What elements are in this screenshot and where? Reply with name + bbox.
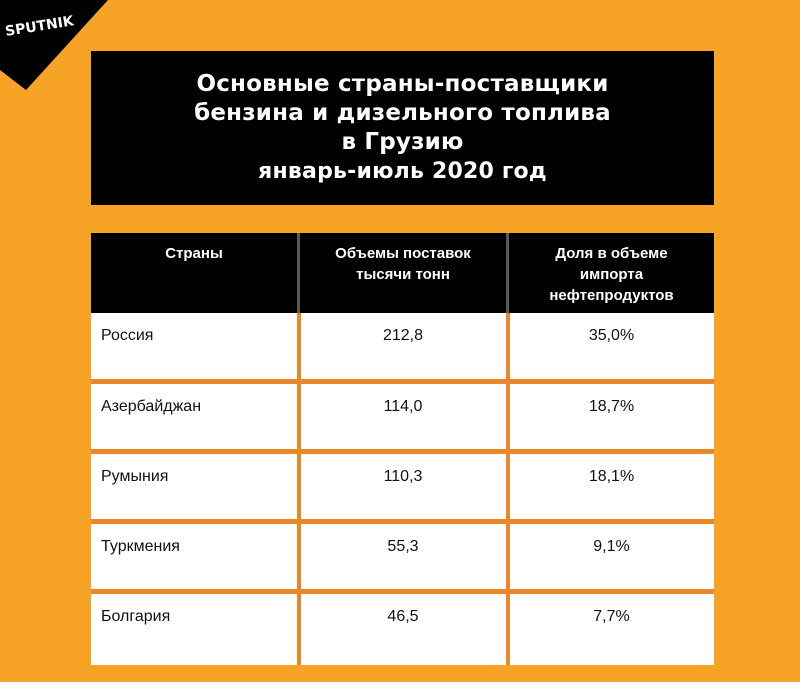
column-separator: [297, 313, 301, 665]
table-row: Россия 212,8 35,0%: [91, 313, 714, 381]
volume-cell: 212,8: [382, 327, 424, 344]
header-separator: [297, 233, 300, 313]
column-separator: [506, 313, 510, 665]
table-row: Туркмения 55,3 9,1%: [91, 524, 714, 592]
title-line-1: Основные страны-поставщики: [196, 71, 609, 97]
suppliers-table: Страны Объемы поставок тысячи тонн Доля …: [91, 233, 714, 665]
country-cell: Туркмения: [101, 538, 180, 555]
share-cell: 18,7%: [588, 398, 635, 415]
share-cell: 18,1%: [588, 468, 635, 485]
sputnik-logo-icon: SPUTNIK: [0, 0, 108, 90]
title-line-4: январь-июль 2020 год: [258, 159, 547, 184]
header-share-line-1: Доля в объеме: [555, 245, 668, 262]
header-share-line-2: импорта: [579, 266, 644, 283]
row-separator: [91, 589, 714, 594]
volume-cell: 114,0: [383, 398, 423, 415]
volume-cell: 110,3: [383, 468, 423, 485]
header-volume-line-1: Объемы поставок: [335, 245, 471, 262]
row-separator: [91, 449, 714, 454]
title-line-2: бензина и дизельного топлива: [194, 100, 611, 126]
header-countries: Страны: [91, 233, 297, 313]
header-volume-line-2: тысячи тонн: [356, 266, 450, 283]
row-separator: [91, 519, 714, 524]
table-row: Азербайджан 114,0 18,7%: [91, 384, 714, 452]
volume-cell: 55,3: [387, 538, 419, 555]
country-cell: Болгария: [101, 608, 171, 625]
table-row: Болгария 46,5 7,7%: [91, 594, 714, 662]
country-cell: Румыния: [101, 468, 169, 485]
sputnik-logo: SPUTNIK: [0, 0, 110, 92]
share-cell: 9,1%: [593, 538, 630, 555]
country-cell: Азербайджан: [101, 398, 202, 415]
title-box: Основные страны-поставщики бензина и диз…: [91, 51, 714, 205]
header-share-line-3: нефтепродуктов: [549, 287, 674, 304]
title-line-3: в Грузию: [341, 129, 464, 155]
header-volume: Объемы поставок тысячи тонн: [300, 233, 506, 313]
table-row: Румыния 110,3 18,1%: [91, 454, 714, 522]
volume-cell: 46,5: [387, 608, 419, 625]
row-separator: [91, 379, 714, 384]
country-cell: Россия: [101, 327, 154, 344]
header-share: Доля в объеме импорта нефтепродуктов: [509, 233, 714, 313]
share-cell: 7,7%: [593, 608, 630, 625]
header-separator: [506, 233, 509, 313]
share-cell: 35,0%: [588, 327, 635, 344]
table-header: Страны Объемы поставок тысячи тонн Доля …: [91, 233, 714, 313]
header-countries-line: Страны: [165, 245, 223, 262]
